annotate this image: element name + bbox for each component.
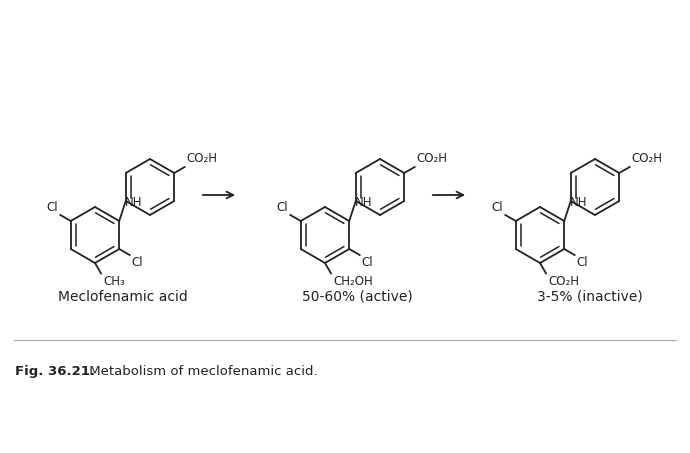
Text: Cl: Cl (577, 256, 589, 269)
Text: Meclofenamic acid: Meclofenamic acid (58, 290, 188, 304)
Text: Cl: Cl (492, 201, 504, 214)
Text: Metabolism of meclofenamic acid.: Metabolism of meclofenamic acid. (85, 365, 317, 378)
Text: Fig. 36.21.: Fig. 36.21. (15, 365, 95, 378)
Text: CH₃: CH₃ (103, 275, 125, 289)
Text: NH: NH (355, 196, 372, 209)
Text: CO₂H: CO₂H (631, 152, 662, 165)
Text: CO₂H: CO₂H (548, 275, 579, 289)
Text: 50-60% (active): 50-60% (active) (302, 290, 413, 304)
Text: Cl: Cl (277, 201, 288, 214)
Text: Cl: Cl (132, 256, 144, 269)
Text: CH₂OH: CH₂OH (333, 275, 373, 289)
Text: CO₂H: CO₂H (417, 152, 448, 165)
Text: 3-5% (inactive): 3-5% (inactive) (537, 290, 643, 304)
Text: CO₂H: CO₂H (186, 152, 217, 165)
Text: Cl: Cl (362, 256, 373, 269)
Text: NH: NH (569, 196, 587, 209)
Text: Cl: Cl (47, 201, 59, 214)
Text: NH: NH (124, 196, 142, 209)
